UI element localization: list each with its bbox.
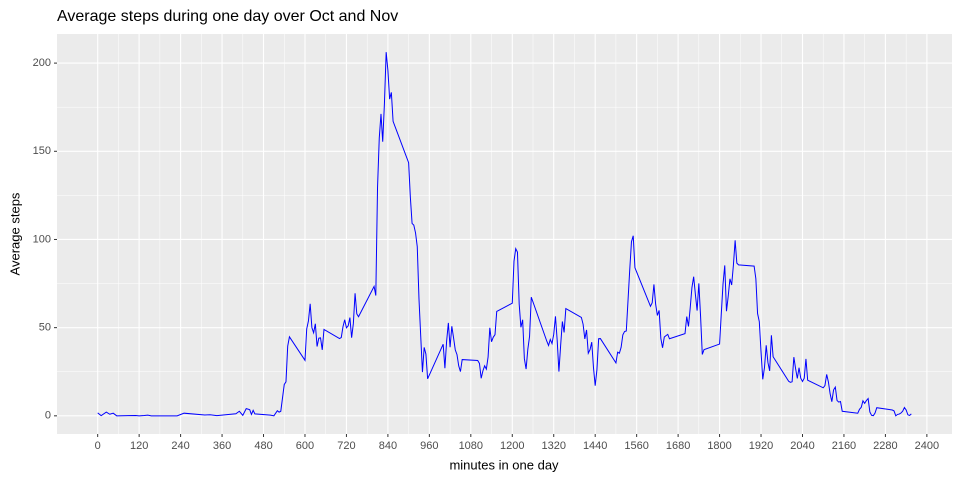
- chart-title: Average steps during one day over Oct an…: [57, 8, 398, 25]
- x-tick-label: 1320: [541, 440, 565, 452]
- x-tick-label: 120: [130, 440, 148, 452]
- x-tick-label: 2280: [873, 440, 897, 452]
- x-tick-label: 1800: [707, 440, 731, 452]
- x-tick-label: 2040: [790, 440, 814, 452]
- x-tick-label: 960: [420, 440, 438, 452]
- x-tick-label: 1920: [749, 440, 773, 452]
- x-tick-label: 1200: [500, 440, 524, 452]
- x-tick-label: 0: [95, 440, 101, 452]
- x-tick-label: 1440: [583, 440, 607, 452]
- x-tick-label: 840: [379, 440, 397, 452]
- x-tick-label: 1560: [624, 440, 648, 452]
- y-tick-label: 200: [33, 57, 51, 69]
- x-tick-label: 1080: [459, 440, 483, 452]
- y-tick-label: 50: [39, 322, 51, 334]
- y-tick-label: 150: [33, 145, 51, 157]
- x-tick-label: 240: [171, 440, 189, 452]
- x-tick-label: 2160: [832, 440, 856, 452]
- x-tick-label: 480: [254, 440, 272, 452]
- x-tick-label: 2400: [915, 440, 939, 452]
- panel: [57, 34, 952, 434]
- x-tick-label: 1680: [666, 440, 690, 452]
- x-axis-title: minutes in one day: [449, 457, 559, 472]
- data-line: [97, 52, 912, 417]
- y-tick-label: 100: [33, 233, 51, 245]
- x-tick-label: 360: [213, 440, 231, 452]
- y-axis-title: Average steps: [7, 192, 22, 275]
- y-tick-label: 0: [45, 410, 51, 422]
- x-tick-label: 720: [337, 440, 355, 452]
- x-tick-label: 600: [296, 440, 314, 452]
